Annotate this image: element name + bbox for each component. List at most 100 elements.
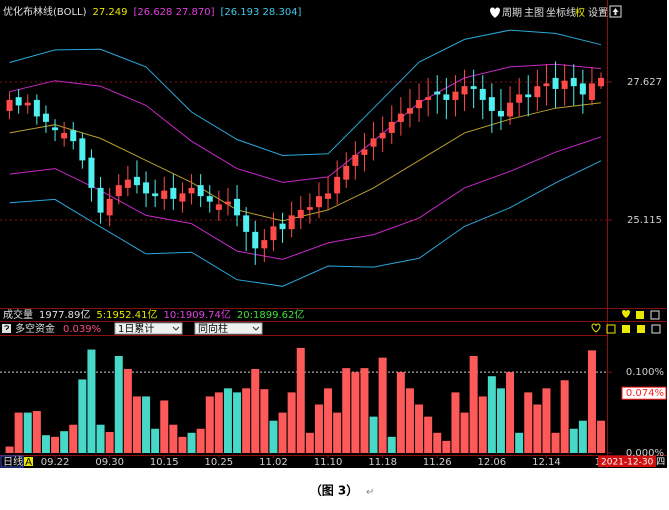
bar [524, 392, 533, 453]
bar [214, 392, 223, 453]
heart-icon[interactable] [591, 323, 601, 333]
expand-button[interactable] [609, 5, 622, 18]
bar [433, 432, 442, 453]
dropdown[interactable] [194, 322, 263, 335]
candle-body [470, 86, 477, 89]
band-line [9, 29, 602, 157]
candle-body [61, 132, 68, 139]
panel-icon[interactable] [606, 324, 616, 334]
candle-body [152, 193, 159, 197]
band-line [9, 63, 602, 183]
settings-icon[interactable] [622, 325, 630, 333]
candle-body [497, 110, 504, 117]
bar [569, 428, 578, 453]
bar [396, 372, 405, 453]
candle-body [143, 182, 150, 194]
help-glyph [4, 325, 10, 330]
toolbar-item[interactable]: 权 [575, 6, 585, 19]
dropdown-value[interactable]: 同向柱 [198, 322, 228, 335]
candle-body [52, 127, 59, 131]
heart-icon[interactable] [622, 310, 630, 318]
band-line [9, 136, 602, 260]
candle-body [397, 113, 404, 122]
bar [333, 412, 342, 453]
toolbar-item[interactable]: 坐标线 [546, 6, 576, 19]
bar [378, 357, 387, 453]
candle-body [106, 198, 113, 216]
bar [351, 372, 360, 453]
candle-body [170, 187, 177, 199]
bar [41, 435, 50, 453]
mode-label[interactable]: A [25, 457, 32, 468]
candle-body [197, 185, 204, 197]
candle-body [388, 121, 395, 133]
bar [151, 428, 160, 453]
candle-body [334, 176, 341, 194]
close-icon[interactable] [650, 310, 660, 320]
bar [305, 432, 314, 453]
toolbar-item[interactable]: 主图 [524, 7, 544, 19]
candle-body [570, 77, 577, 87]
candle-body [42, 113, 49, 122]
period-label[interactable]: 日线 [3, 455, 23, 468]
candle-body [598, 77, 605, 87]
bar [160, 400, 169, 453]
candle-body [261, 240, 268, 249]
chart-subtitle: 0.039% [63, 324, 101, 335]
candle-body [561, 80, 568, 89]
toolbar-item[interactable]: 设置 [588, 7, 608, 19]
candle-body [224, 201, 231, 205]
period-button[interactable] [0, 455, 24, 468]
bar [269, 420, 278, 453]
settings-icon[interactable] [636, 311, 644, 319]
settings-icon[interactable] [637, 325, 645, 333]
candle-body [552, 77, 559, 89]
bar [96, 424, 105, 453]
bar [324, 388, 333, 453]
expand-icon [612, 8, 619, 15]
candle-body [370, 138, 377, 147]
bar [314, 404, 323, 453]
y-tick-label: 0.100% [626, 367, 664, 378]
x-tick-label: 09.22 [41, 457, 70, 468]
candle-body [543, 83, 550, 87]
candle-body [234, 198, 241, 216]
candle-body [452, 91, 459, 100]
candle-body [579, 83, 586, 95]
bar [405, 388, 414, 453]
candle-body [525, 94, 532, 98]
volume-stat: 20:1899.62亿 [237, 308, 304, 321]
bar [587, 350, 596, 453]
close-icon[interactable] [651, 324, 661, 334]
y-tick-label: 27.627 [627, 77, 662, 88]
dropdown-value[interactable]: 1日累计 [118, 322, 154, 335]
bar [278, 412, 287, 453]
bar [233, 392, 242, 453]
bar [287, 392, 296, 453]
candle-body [70, 130, 77, 142]
bar [387, 436, 396, 453]
bar [242, 388, 251, 453]
indicator-value: 27.249 [93, 7, 128, 18]
caption: （图 3） [310, 483, 359, 498]
toolbar-item[interactable]: 周期 [502, 7, 522, 19]
current-value-box [621, 386, 667, 400]
bar [451, 392, 460, 453]
chart-title: 多空资金 [15, 322, 55, 335]
bar [533, 404, 542, 453]
band-line [9, 102, 602, 222]
candle-body [188, 187, 195, 194]
mode-button[interactable] [24, 457, 33, 466]
candle-body [507, 102, 514, 117]
bar [87, 349, 96, 453]
volume-stat: 成交量 [3, 308, 33, 321]
bar [487, 376, 496, 453]
bar [424, 416, 433, 453]
bar [478, 396, 487, 453]
candle-body [79, 138, 86, 161]
bar [223, 388, 232, 453]
x-tick-label: 10.25 [205, 457, 234, 468]
y-tick-label: 25.115 [627, 215, 662, 226]
heart-icon[interactable] [490, 7, 500, 19]
dropdown[interactable] [114, 322, 183, 335]
